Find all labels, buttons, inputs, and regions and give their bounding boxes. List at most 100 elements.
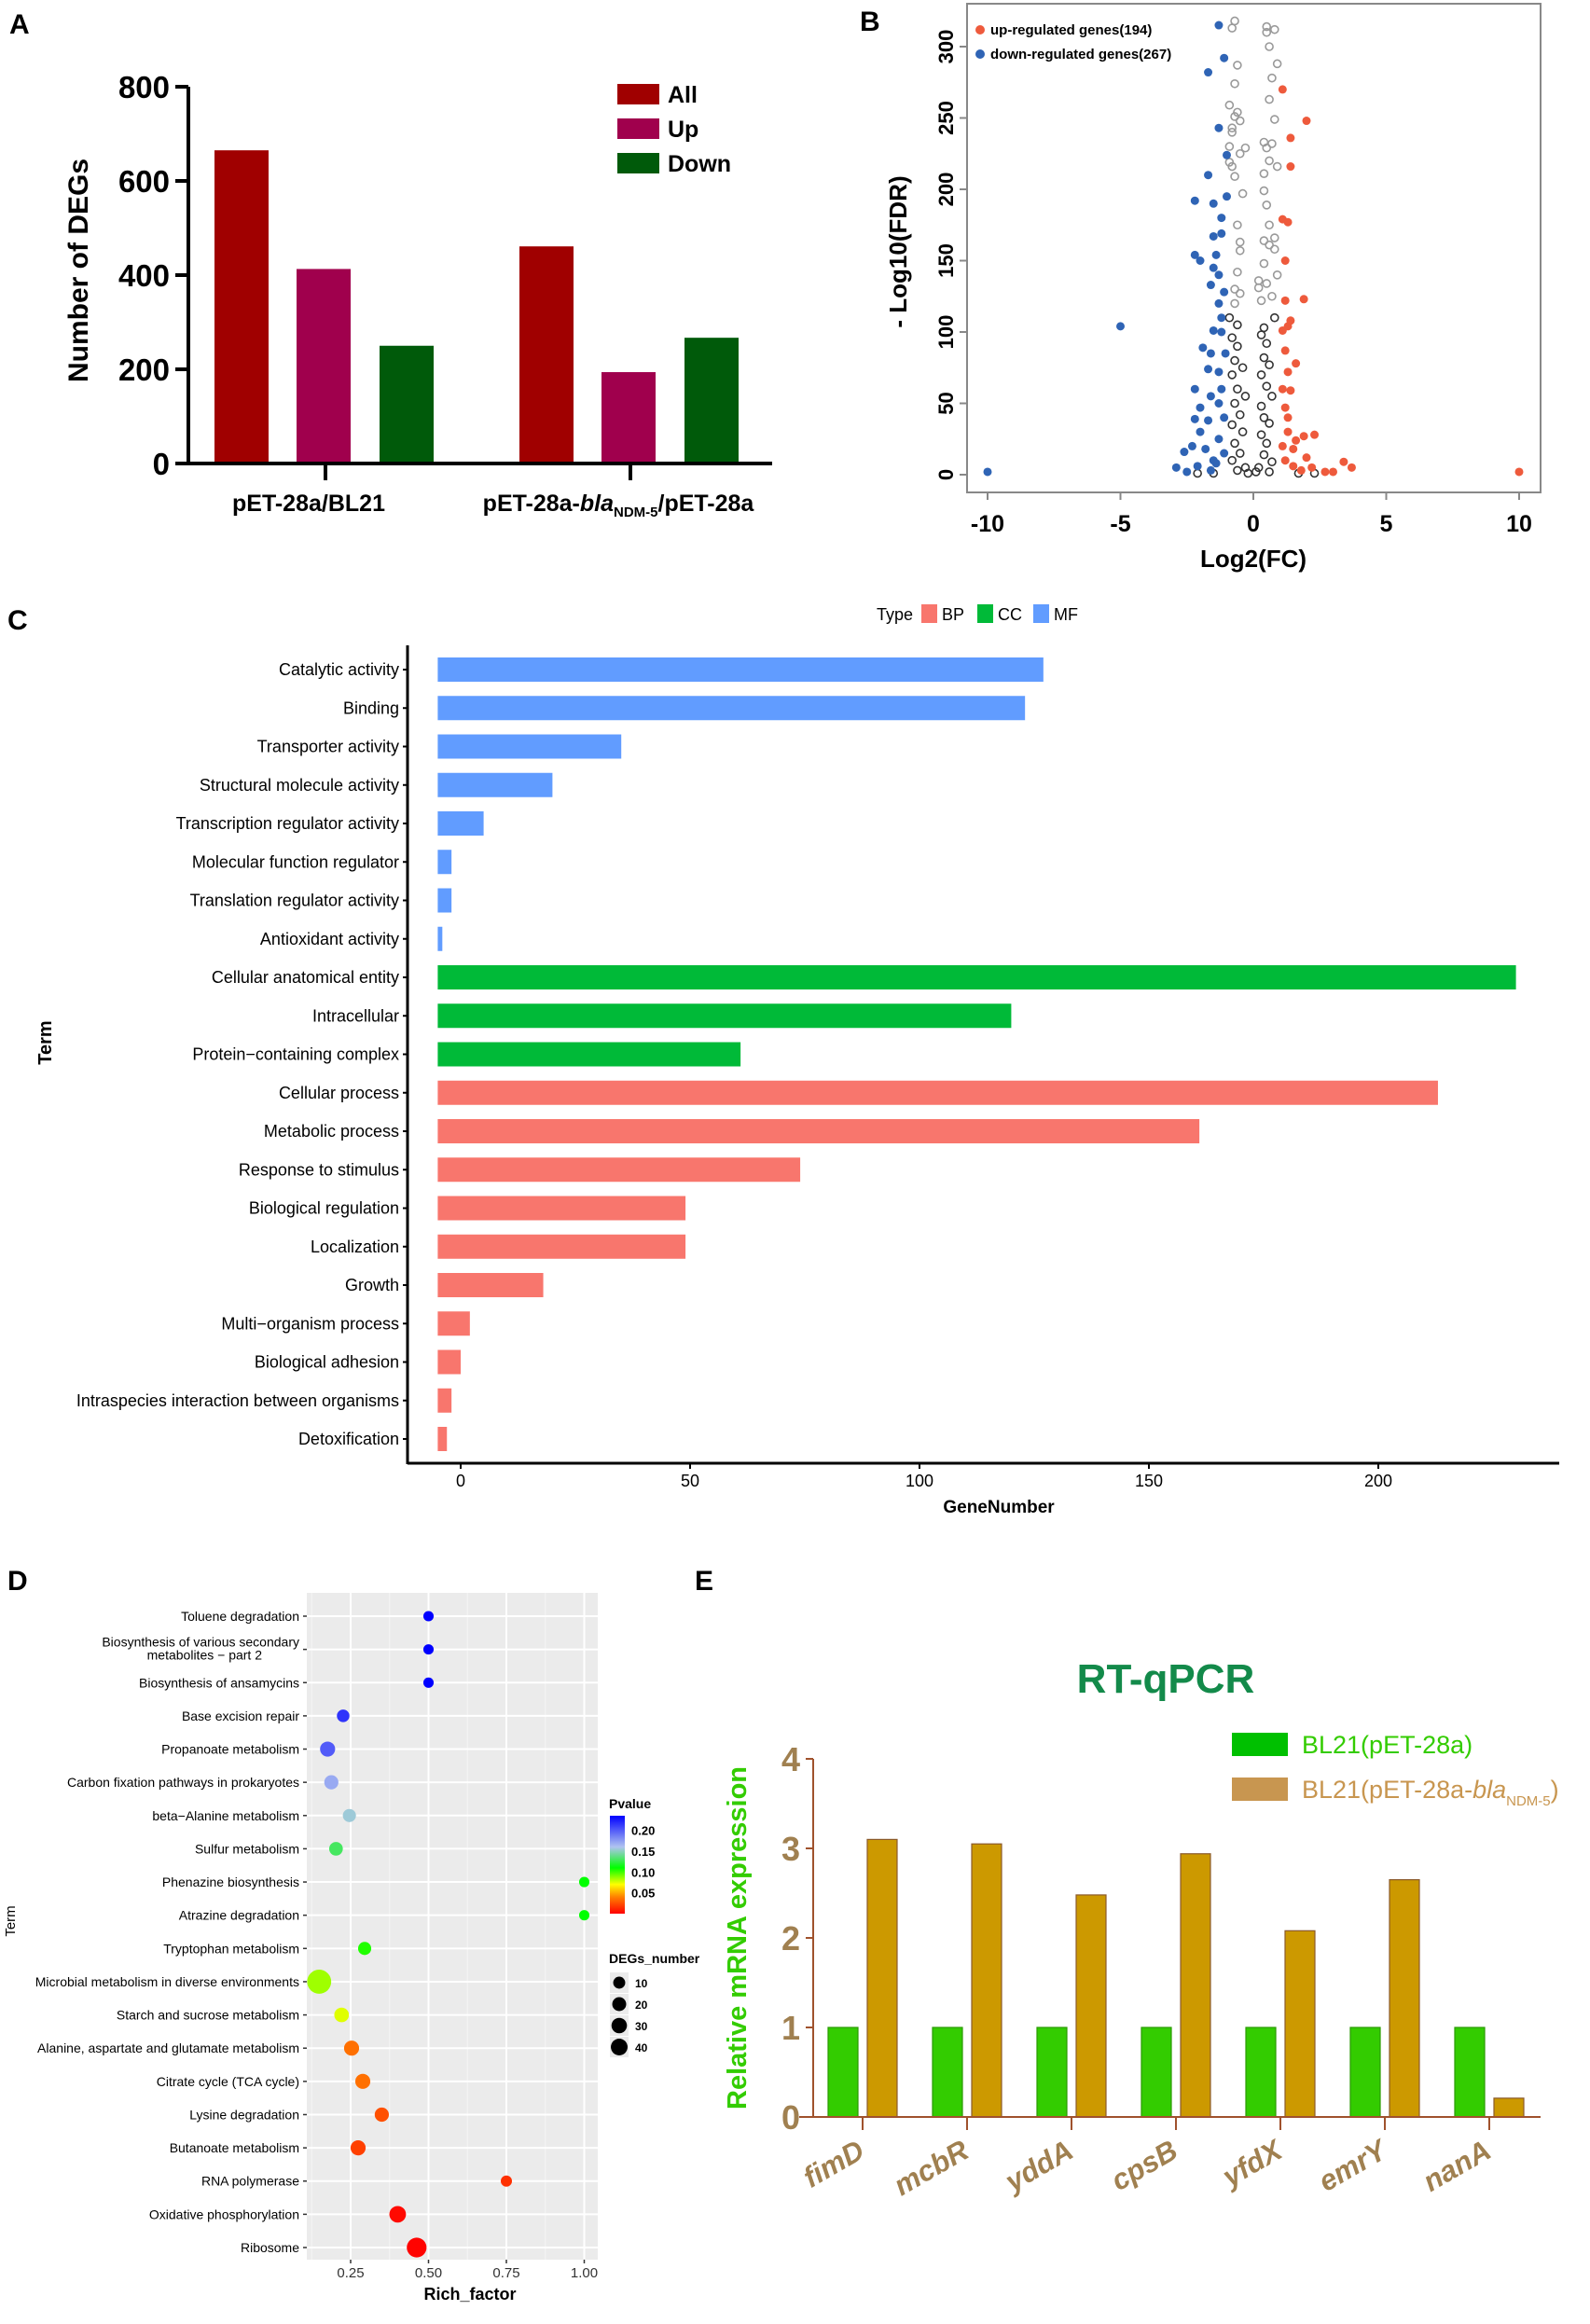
legend-label: BL21(pET-28a-blaNDM-5): [1302, 1776, 1559, 1809]
x-axis-label: Rich_factor: [423, 2285, 516, 2303]
y-tick-label: Response to stimulus: [239, 1160, 399, 1179]
point-down: [1214, 123, 1224, 132]
point-down: [1214, 399, 1224, 408]
point-not-significant: [1227, 333, 1237, 342]
y-tick-label: 150: [934, 243, 958, 278]
point-down: [1196, 256, 1205, 265]
point-down: [1206, 465, 1215, 475]
y-tick-label: 3: [781, 1830, 800, 1868]
point-not-significant: [1262, 381, 1272, 391]
point-up: [1299, 295, 1308, 304]
point-not-significant: [1230, 398, 1239, 408]
point-up: [1320, 467, 1330, 477]
point-down: [1214, 435, 1224, 444]
point-down: [1220, 287, 1229, 297]
x-tick-label: 50: [681, 1472, 699, 1490]
point-up: [1283, 413, 1293, 422]
panel-b-volcano-plot: - Log10(FDR) Log2(FC) -10 -5 0 5 10050100150…: [884, 3, 1542, 573]
x-tick-label: yfdX: [1215, 2133, 1289, 2194]
point-not-significant: [1237, 363, 1248, 373]
point-up: [1278, 384, 1287, 394]
y-tick-label: Cellular anatomical entity: [212, 968, 399, 987]
bar-bla-ndm5: [1075, 1894, 1107, 2118]
point-down: [1196, 427, 1205, 436]
point-down: [1214, 21, 1224, 30]
bar-bp: [437, 1273, 544, 1297]
plot-frame: [966, 3, 1542, 493]
bubble: [422, 1611, 435, 1622]
bar-mf: [437, 734, 622, 759]
bubble: [407, 2237, 427, 2258]
point-not-significant: [1235, 148, 1245, 159]
y-tick-label: Translation regulator activity: [190, 892, 399, 910]
point-not-significant: [1233, 384, 1242, 394]
bar-control: [1349, 2027, 1381, 2118]
point-down: [1214, 298, 1224, 308]
point-down: [1198, 343, 1208, 353]
point-down: [1223, 150, 1231, 159]
point-up: [1329, 467, 1337, 477]
y-tick-label: Binding: [343, 699, 399, 717]
point-not-significant: [1267, 139, 1277, 148]
bubble: [578, 1876, 590, 1888]
point-up: [1280, 346, 1290, 355]
point-down: [1209, 231, 1218, 241]
pvalue-tick-label: 0.10: [631, 1865, 655, 1879]
y-tick-label: Molecular function regulator: [192, 852, 399, 871]
y-tick-label: Toluene degradation: [181, 1609, 299, 1624]
bubble: [337, 1709, 350, 1722]
point-up: [1280, 296, 1290, 305]
y-tick-label: Intracellular: [312, 1006, 399, 1025]
point-down: [1204, 416, 1213, 425]
point-not-significant: [1265, 42, 1274, 51]
point-not-significant: [1259, 169, 1269, 178]
point-not-significant: [1262, 201, 1272, 210]
point-not-significant: [1270, 244, 1279, 255]
point-up: [1289, 444, 1298, 453]
point-not-significant: [1256, 370, 1266, 380]
y-tick-label: Starch and sucrose metabolism: [117, 2008, 299, 2023]
y-tick-label: Biological regulation: [249, 1199, 399, 1218]
point-down: [1182, 467, 1192, 477]
size-legend-label: 20: [635, 1999, 648, 2012]
y-tick-label: 300: [934, 30, 958, 64]
point-up: [1278, 441, 1287, 450]
size-key-dot: [611, 2039, 628, 2055]
panel-letter-a: A: [9, 9, 30, 40]
x-tick-label: -5: [1110, 511, 1130, 537]
legend-title: Type: [877, 605, 913, 624]
size-legend-label: 10: [635, 1977, 648, 1990]
x-tick-label: yddA: [998, 2134, 1078, 2199]
point-up: [1307, 463, 1317, 472]
bar-all: [214, 150, 269, 464]
point-up: [1310, 430, 1320, 439]
legend-label: CC: [998, 605, 1022, 624]
bubble: [357, 1942, 372, 1956]
x-tick-label: 5: [1380, 511, 1393, 537]
point-not-significant: [1251, 467, 1261, 477]
point-not-significant: [1233, 61, 1242, 70]
bar-mf: [437, 850, 452, 875]
bar-bla-ndm5: [1493, 2097, 1525, 2118]
bar-bp: [437, 1080, 1438, 1105]
point-down: [1209, 199, 1218, 208]
x-tick-label: fimD: [797, 2134, 869, 2194]
x-tick-label: -10: [971, 511, 1004, 537]
bar-mf: [437, 888, 452, 913]
legend-swatch: [977, 604, 993, 623]
y-axis-label: Term: [3, 1905, 19, 1936]
y-tick-label: Propanoate metabolism: [161, 1742, 299, 1757]
point-not-significant: [1224, 100, 1235, 110]
y-tick-label: 250: [934, 101, 958, 135]
x-tick-label: 0.25: [337, 2265, 364, 2281]
label-suffix: /pET-28a: [658, 491, 755, 517]
bar-down: [380, 345, 434, 463]
legend-swatch: [1232, 1733, 1288, 1756]
y-tick-label: 0: [781, 2098, 800, 2137]
x-tick-label: mcbR: [888, 2133, 975, 2202]
y-tick-label: Biosynthesis of ansamycins: [139, 1675, 299, 1690]
bar-control: [1141, 2027, 1172, 2118]
point-not-significant: [1256, 430, 1266, 439]
size-key-dot: [611, 2017, 628, 2034]
